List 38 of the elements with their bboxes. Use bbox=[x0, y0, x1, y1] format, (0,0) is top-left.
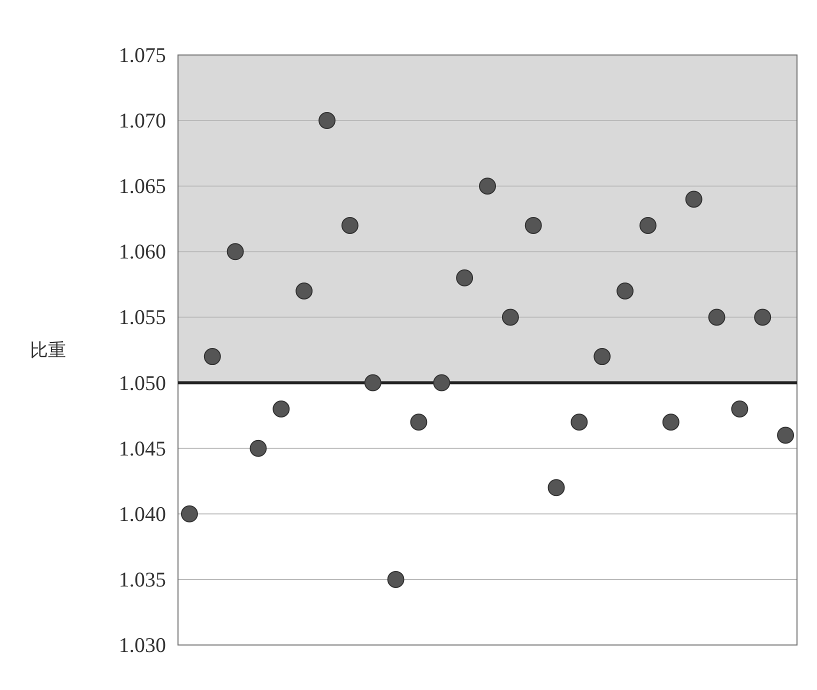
point bbox=[479, 178, 496, 195]
y-tick-label: 1.040 bbox=[118, 502, 166, 526]
point bbox=[410, 414, 428, 431]
point bbox=[777, 426, 794, 444]
y-tick-label: 1.035 bbox=[118, 567, 166, 592]
point bbox=[548, 479, 565, 496]
point bbox=[318, 112, 336, 130]
point bbox=[272, 400, 290, 418]
point bbox=[180, 505, 198, 522]
y-axis-title: 比重 bbox=[30, 340, 66, 360]
y-tick-label: 1.075 bbox=[118, 43, 166, 67]
y-tick-label: 1.070 bbox=[118, 108, 166, 133]
point bbox=[364, 374, 382, 392]
point bbox=[731, 400, 748, 418]
point bbox=[685, 190, 702, 208]
y-tick-label: 1.060 bbox=[118, 240, 166, 264]
point bbox=[524, 216, 542, 234]
point bbox=[616, 282, 634, 300]
y-tick-label: 1.030 bbox=[118, 633, 166, 657]
point bbox=[594, 348, 611, 366]
point bbox=[662, 414, 680, 431]
y-tick-label: 1.045 bbox=[118, 436, 166, 460]
point bbox=[708, 308, 726, 326]
point bbox=[204, 348, 221, 366]
y-tick-label: 1.065 bbox=[118, 174, 166, 198]
point bbox=[296, 282, 313, 300]
point bbox=[456, 269, 474, 286]
point bbox=[502, 308, 519, 326]
point bbox=[341, 216, 358, 234]
y-tick-label: 1.050 bbox=[118, 370, 166, 395]
point bbox=[639, 216, 656, 234]
point bbox=[754, 308, 772, 326]
point bbox=[250, 440, 267, 457]
point bbox=[570, 414, 588, 431]
point bbox=[387, 570, 404, 588]
y-tick-label: 1.055 bbox=[118, 305, 166, 330]
point bbox=[226, 243, 244, 260]
point bbox=[433, 374, 450, 392]
